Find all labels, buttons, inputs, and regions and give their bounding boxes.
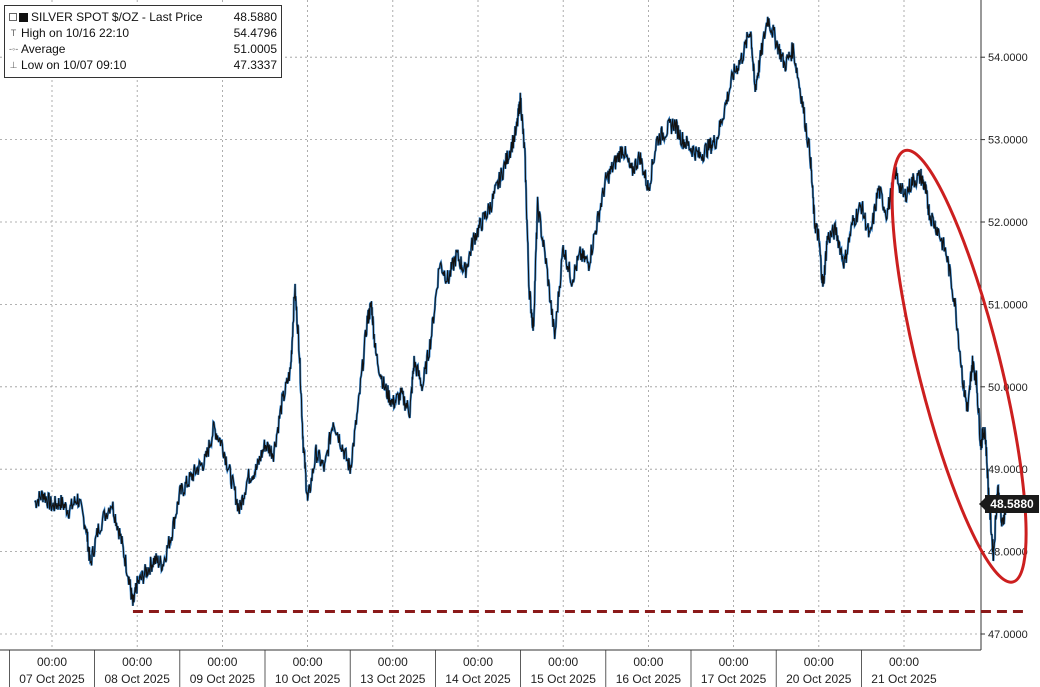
legend-row-high: T High on 10/16 22:10 54.4796 [9, 25, 277, 41]
last-price-badge: 48.5880 [979, 495, 1039, 513]
legend-low-label: Low on 10/07 09:10 [21, 58, 127, 72]
series-layer [33, 16, 1008, 606]
x-tick-date: 07 Oct 2025 [19, 672, 85, 686]
x-tick-date: 14 Oct 2025 [445, 672, 511, 686]
chart-legend: SILVER SPOT $/OZ - Last Price 48.5880 T … [4, 5, 282, 78]
legend-high-label: High on 10/16 22:10 [21, 26, 130, 40]
x-tick-date: 16 Oct 2025 [616, 672, 682, 686]
legend-row-last: SILVER SPOT $/OZ - Last Price 48.5880 [9, 9, 277, 25]
average-marker-icon: -◦- [9, 44, 19, 54]
y-tick-label: 53.0000 [988, 135, 1028, 147]
x-tick-time: 00:00 [633, 655, 663, 669]
legend-title: SILVER SPOT $/OZ - Last Price [31, 10, 203, 24]
legend-low-value: 47.3337 [233, 58, 277, 72]
x-tick-date: 21 Oct 2025 [871, 672, 937, 686]
y-tick-label: 54.0000 [988, 52, 1028, 64]
price-series-line [34, 16, 1007, 606]
x-tick-date: 17 Oct 2025 [701, 672, 767, 686]
high-marker-icon: T [10, 28, 17, 38]
y-tick-label: 47.0000 [988, 629, 1028, 641]
x-tick-time: 00:00 [463, 655, 493, 669]
x-tick-date: 08 Oct 2025 [105, 672, 171, 686]
x-tick-time: 00:00 [122, 655, 152, 669]
collapse-icon[interactable] [9, 13, 17, 21]
series-swatch-icon [19, 12, 28, 22]
x-tick-time: 00:00 [719, 655, 749, 669]
annotation-ellipse [890, 148, 1028, 584]
low-marker-icon: ⊥ [9, 60, 18, 70]
y-tick-label: 48.0000 [988, 547, 1028, 559]
legend-row-low: ⊥ Low on 10/07 09:10 47.3337 [9, 57, 277, 73]
y-tick-label: 52.0000 [988, 217, 1028, 229]
x-tick-date: 20 Oct 2025 [786, 672, 852, 686]
x-tick-date: 10 Oct 2025 [275, 672, 341, 686]
x-tick-time: 00:00 [37, 655, 67, 669]
x-tick-time: 00:00 [293, 655, 323, 669]
x-tick-time: 00:00 [207, 655, 237, 669]
annotations [890, 148, 1028, 584]
legend-average-value: 51.0005 [233, 42, 277, 56]
y-tick-label: 51.0000 [988, 299, 1028, 311]
x-tick-time: 00:00 [889, 655, 919, 669]
y-tick-label: 49.0000 [988, 464, 1028, 476]
y-axis: 47.000048.000049.000050.000051.000052.00… [980, 0, 1028, 650]
legend-average-label: Average [21, 42, 66, 56]
x-tick-date: 15 Oct 2025 [531, 672, 597, 686]
x-tick-date: 09 Oct 2025 [190, 672, 256, 686]
legend-last-value: 48.5880 [233, 10, 277, 24]
legend-high-value: 54.4796 [233, 26, 277, 40]
x-tick-time: 00:00 [804, 655, 834, 669]
x-tick-time: 00:00 [378, 655, 408, 669]
x-tick-date: 13 Oct 2025 [360, 672, 426, 686]
x-tick-time: 00:00 [548, 655, 578, 669]
grid-lines [0, 0, 981, 650]
legend-row-average: -◦- Average 51.0005 [9, 41, 277, 57]
x-axis: 00:00 07 Oct 2025 00:00 08 Oct 2025 00:00 09 … [0, 649, 981, 687]
